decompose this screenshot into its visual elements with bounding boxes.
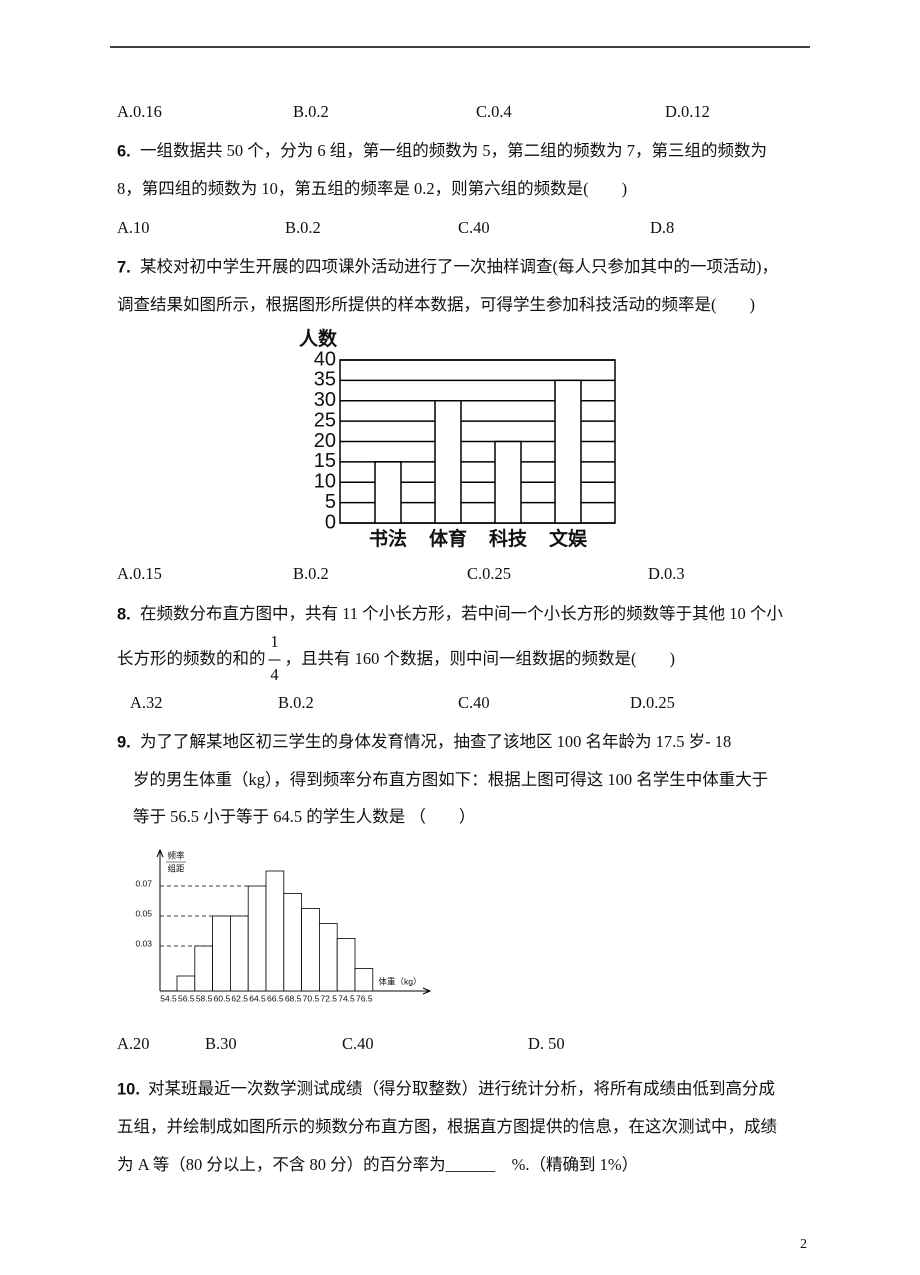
histogram-bar xyxy=(247,885,267,992)
histogram-bar xyxy=(229,915,249,992)
question-text: 五组，并绘制成如图所示的频数分布直方图，根据直方图提供的信息，在这次测试中，成绩 xyxy=(117,1117,777,1136)
y-tick-label: 0.03 xyxy=(135,938,152,948)
y-tick-label: 30 xyxy=(314,389,336,411)
histogram-bar xyxy=(176,975,196,992)
x-tick-label: 66.5 xyxy=(267,993,284,1003)
question-text: 等于 56.5 小于等于 64.5 的学生人数是 （ ） xyxy=(133,807,475,826)
answer-option: A.20 xyxy=(117,1034,150,1053)
question-text: 岁的男生体重（kg），得到频率分布直方图如下：根据上图可得这 100 名学生中体… xyxy=(133,770,768,789)
question-text: 某校对初中学生开展的四项课外活动进行了一次抽样调查(每人只参加其中的一项活动)， xyxy=(140,257,778,276)
x-tick-label: 70.5 xyxy=(303,993,320,1003)
question-text: 对某班最近一次数学测试成绩（得分取整数）进行统计分析，将所有成绩由低到高分成 xyxy=(148,1079,775,1098)
answer-option: D.0.12 xyxy=(665,102,710,121)
answer-option: A.10 xyxy=(117,218,150,237)
y-tick-label: 0.07 xyxy=(135,878,152,888)
bar xyxy=(434,400,462,524)
x-tick-label: 64.5 xyxy=(249,993,266,1003)
y-tick-label: 0 xyxy=(325,511,336,533)
answer-option: B.0.2 xyxy=(293,564,329,583)
answer-option: A.0.16 xyxy=(117,102,162,121)
bar xyxy=(554,379,582,524)
answer-option: D.8 xyxy=(650,218,674,237)
question-text: ，且共有 160 个数据，则中间一组数据的频数是( ) xyxy=(285,649,676,668)
question-number: 10. xyxy=(117,1080,140,1098)
histogram-bar xyxy=(301,908,320,992)
answer-option: B.0.2 xyxy=(278,693,314,712)
bar xyxy=(374,461,402,524)
x-tick-label: 体育 xyxy=(429,527,467,550)
answer-option: C.40 xyxy=(458,693,490,712)
x-tick-label: 文娱 xyxy=(549,527,588,550)
answer-option: C.0.25 xyxy=(467,564,511,583)
x-tick-label: 74.5 xyxy=(338,993,355,1003)
y-tick-label: 0.05 xyxy=(135,908,152,918)
question-text: 调查结果如图所示，根据图形所提供的样本数据，可得学生参加科技活动的频率是( ) xyxy=(117,295,755,314)
x-tick-label: 68.5 xyxy=(285,993,302,1003)
x-tick-label: 54.5 xyxy=(160,993,177,1003)
answer-option: A.0.15 xyxy=(117,564,162,583)
y-tick-label: 5 xyxy=(325,491,336,513)
question-number: 6. xyxy=(117,142,131,160)
question-text: 为了了解某地区初三学生的身体发育情况，抽查了该地区 100 名年龄为 17.5 … xyxy=(140,732,731,751)
question-text: 一组数据共 50 个，分为 6 组，第一组的频数为 5，第二组的频数为 7，第三… xyxy=(140,141,767,160)
x-tick-label: 60.5 xyxy=(214,993,231,1003)
histogram-bar xyxy=(283,893,302,992)
x-arrow xyxy=(422,987,432,995)
answer-option: A.32 xyxy=(130,693,163,712)
answer-option: D.0.25 xyxy=(630,693,675,712)
fraction-denominator: 4 xyxy=(270,665,278,684)
page-number: 2 xyxy=(800,1237,807,1252)
histogram-bar xyxy=(194,945,214,992)
y-tick-label: 35 xyxy=(314,369,336,391)
question-text: 为 A 等（80 分以上，不含 80 分）的百分率为______ %.（精确到 … xyxy=(117,1155,638,1174)
fraction-numerator: 1 xyxy=(270,632,278,651)
plot-frame xyxy=(339,359,616,524)
answer-option: B.30 xyxy=(205,1034,237,1053)
x-axis-label: 体重（kg） xyxy=(379,976,422,986)
y-tick-label: 20 xyxy=(314,430,336,452)
question-number: 8. xyxy=(117,605,131,623)
y-axis-label: 人数 xyxy=(299,327,338,350)
y-tick-label: 15 xyxy=(314,450,336,472)
x-tick-label: 76.5 xyxy=(356,993,373,1003)
question-text: 8，第四组的频数为 10，第五组的频率是 0.2，则第六组的频数是( ) xyxy=(117,179,627,198)
question-number: 7. xyxy=(117,258,131,276)
question-text: 长方形的频数的和的 xyxy=(117,649,266,668)
answer-option: C.0.4 xyxy=(476,102,512,121)
x-tick-label: 科技 xyxy=(489,527,528,550)
y-tick-label: 10 xyxy=(314,471,336,493)
histogram-bar xyxy=(212,915,231,992)
x-tick-label: 56.5 xyxy=(178,993,195,1003)
x-tick-label: 62.5 xyxy=(231,993,248,1003)
x-tick-label: 58.5 xyxy=(196,993,213,1003)
histogram-bar xyxy=(318,923,338,992)
question-number: 9. xyxy=(117,733,131,751)
answer-option: C.40 xyxy=(342,1034,374,1053)
y-axis-label: 组距 xyxy=(167,863,185,873)
answer-option: D. 50 xyxy=(528,1034,565,1053)
answer-option: B.0.2 xyxy=(293,102,329,121)
histogram-bar xyxy=(354,968,374,992)
question-text: 在频数分布直方图中，共有 11 个小长方形，若中间一个小长方形的频数等于其他 1… xyxy=(140,604,783,623)
answer-option: B.0.2 xyxy=(285,218,321,237)
y-axis-label: 频率 xyxy=(167,850,185,860)
bar xyxy=(494,440,522,524)
histogram-bar xyxy=(336,938,356,992)
x-tick-label: 书法 xyxy=(369,527,407,550)
answer-option: C.40 xyxy=(458,218,490,237)
x-tick-label: 72.5 xyxy=(320,993,337,1003)
y-arrow xyxy=(156,848,164,858)
y-tick-label: 25 xyxy=(314,409,336,431)
answer-option: D.0.3 xyxy=(648,564,685,583)
histogram-bar xyxy=(265,870,285,992)
y-tick-label: 40 xyxy=(314,348,336,370)
